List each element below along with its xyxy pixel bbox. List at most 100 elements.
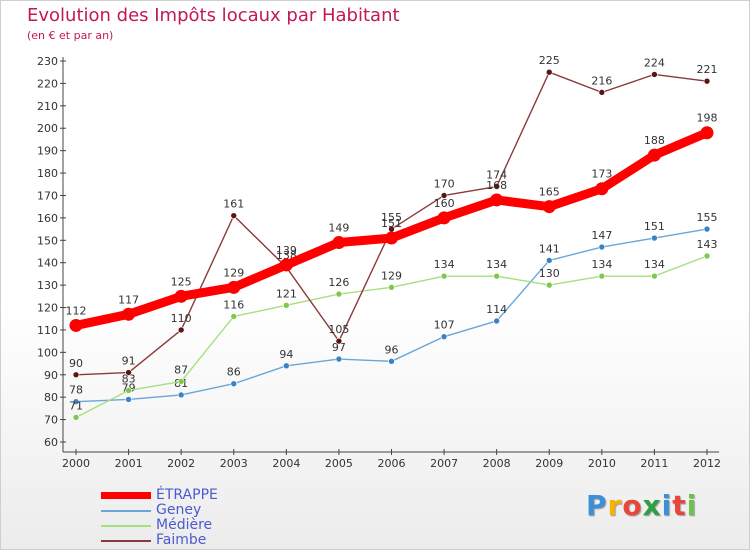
data-label-faimbe: 105 bbox=[328, 323, 349, 336]
legend-item-geney: Geney bbox=[101, 502, 361, 518]
legend-item-mediere: Médière bbox=[101, 517, 361, 533]
data-point-geney bbox=[72, 398, 80, 405]
x-tick-label: 2002 bbox=[167, 457, 195, 470]
logo-letter: t bbox=[672, 489, 687, 522]
data-point-geney bbox=[388, 358, 395, 365]
data-point-geney bbox=[177, 391, 185, 399]
data-point-mediere bbox=[388, 284, 395, 291]
logo-letter: o bbox=[622, 489, 643, 522]
legend: ÉTRAPPE Geney Médière Faimbe bbox=[101, 487, 361, 548]
legend-item-etrappe: ÉTRAPPE bbox=[101, 487, 361, 503]
x-tick-label: 2008 bbox=[483, 457, 511, 470]
y-tick-label: 170 bbox=[37, 189, 58, 202]
legend-label-geney: Geney bbox=[156, 502, 202, 518]
y-tick-label: 60 bbox=[44, 436, 58, 449]
data-label-etrappe: 151 bbox=[381, 217, 402, 230]
data-label-mediere: 116 bbox=[223, 298, 244, 311]
data-label-faimbe: 216 bbox=[591, 74, 612, 87]
y-tick-label: 100 bbox=[37, 346, 58, 359]
data-label-faimbe: 161 bbox=[223, 198, 244, 211]
legend-label-mediere: Médière bbox=[156, 517, 213, 533]
logo-letter: P bbox=[586, 489, 608, 522]
data-label-faimbe: 90 bbox=[69, 357, 83, 370]
data-point-mediere bbox=[125, 387, 132, 394]
data-point-etrappe bbox=[227, 280, 241, 294]
data-point-faimbe bbox=[651, 71, 658, 78]
data-label-geney: 96 bbox=[385, 343, 399, 356]
data-label-geney: 94 bbox=[279, 348, 293, 361]
data-point-faimbe bbox=[177, 326, 185, 334]
legend-swatch-mediere bbox=[101, 525, 151, 527]
data-point-geney bbox=[545, 257, 553, 264]
data-label-etrappe: 160 bbox=[434, 197, 455, 210]
y-tick-label: 200 bbox=[37, 122, 58, 135]
data-label-geney: 78 bbox=[69, 384, 83, 397]
y-tick-label: 90 bbox=[44, 369, 58, 382]
y-tick-label: 180 bbox=[37, 167, 58, 180]
data-point-etrappe bbox=[122, 307, 136, 321]
data-point-etrappe bbox=[490, 193, 504, 207]
data-point-faimbe bbox=[230, 212, 238, 219]
data-point-faimbe bbox=[72, 371, 80, 379]
data-label-etrappe: 198 bbox=[697, 112, 718, 125]
data-point-mediere bbox=[440, 272, 448, 280]
data-label-mediere: 129 bbox=[381, 269, 402, 282]
data-label-faimbe: 155 bbox=[381, 211, 402, 224]
legend-swatch-geney bbox=[101, 510, 151, 512]
data-label-geney: 107 bbox=[434, 319, 455, 332]
x-tick-label: 2006 bbox=[378, 457, 406, 470]
data-point-etrappe bbox=[437, 211, 451, 225]
y-tick-label: 80 bbox=[44, 391, 58, 404]
y-tick-label: 190 bbox=[37, 145, 58, 158]
data-label-mediere: 134 bbox=[591, 258, 612, 271]
x-tick-label: 2004 bbox=[272, 457, 300, 470]
legend-item-faimbe: Faimbe bbox=[101, 532, 361, 548]
data-label-geney: 141 bbox=[539, 242, 560, 255]
data-label-etrappe: 117 bbox=[118, 293, 139, 306]
legend-swatch-faimbe bbox=[101, 540, 151, 542]
y-tick-label: 110 bbox=[37, 324, 58, 337]
data-label-faimbe: 110 bbox=[171, 312, 192, 325]
data-label-etrappe: 168 bbox=[486, 179, 507, 192]
data-label-faimbe: 91 bbox=[122, 355, 136, 368]
y-tick-label: 70 bbox=[44, 414, 58, 427]
data-label-etrappe: 112 bbox=[66, 304, 87, 317]
data-label-etrappe: 188 bbox=[644, 134, 665, 147]
data-label-faimbe: 170 bbox=[434, 177, 455, 190]
data-point-faimbe bbox=[598, 89, 606, 96]
data-point-faimbe bbox=[440, 192, 448, 199]
data-point-geney bbox=[598, 243, 606, 251]
data-point-geney bbox=[440, 333, 448, 340]
data-point-geney bbox=[125, 396, 132, 403]
data-point-etrappe bbox=[69, 318, 83, 332]
data-point-mediere bbox=[335, 290, 343, 298]
data-point-faimbe bbox=[335, 337, 343, 345]
data-label-mediere: 83 bbox=[122, 372, 136, 385]
data-label-mediere: 126 bbox=[328, 276, 349, 289]
data-point-geney bbox=[703, 225, 711, 233]
x-tick-label: 2005 bbox=[325, 457, 353, 470]
y-tick-label: 160 bbox=[37, 212, 58, 225]
data-label-geney: 86 bbox=[227, 366, 241, 379]
x-tick-label: 2010 bbox=[588, 457, 616, 470]
data-point-etrappe bbox=[700, 126, 714, 140]
data-point-mediere bbox=[177, 378, 185, 385]
data-point-mediere bbox=[545, 281, 553, 289]
data-label-etrappe: 139 bbox=[276, 244, 297, 257]
legend-label-etrappe: ÉTRAPPE bbox=[156, 487, 218, 503]
data-label-etrappe: 129 bbox=[223, 266, 244, 279]
data-point-mediere bbox=[598, 272, 606, 280]
data-label-mediere: 143 bbox=[697, 238, 718, 251]
legend-swatch-etrappe bbox=[101, 492, 151, 499]
data-point-etrappe bbox=[174, 289, 188, 303]
data-label-mediere: 121 bbox=[276, 287, 297, 300]
legend-label-faimbe: Faimbe bbox=[156, 532, 207, 548]
logo-letter: i bbox=[686, 489, 698, 522]
data-point-etrappe bbox=[647, 148, 661, 162]
data-label-geney: 114 bbox=[486, 303, 507, 316]
y-tick-label: 230 bbox=[37, 55, 58, 68]
data-label-faimbe: 225 bbox=[539, 54, 560, 67]
data-label-faimbe: 174 bbox=[486, 169, 507, 182]
data-point-etrappe bbox=[542, 200, 556, 214]
